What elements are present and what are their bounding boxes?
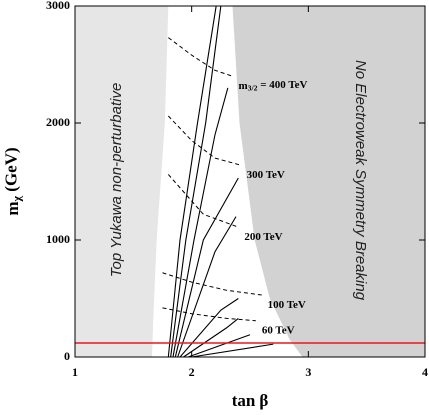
contour-label-main: 300 TeV	[247, 169, 285, 181]
region	[75, 6, 169, 357]
y-axis-title-sub: χ	[9, 195, 23, 202]
contour-line	[167, 174, 239, 228]
contour-label: 100 TeV	[268, 299, 306, 311]
x-tick-label: 2	[189, 365, 195, 379]
line	[170, 5, 222, 358]
contour-label-main: 100 TeV	[268, 299, 306, 311]
y-tick-label: 1000	[46, 232, 70, 246]
contour-label-main: 60 TeV	[262, 324, 295, 336]
line	[179, 298, 239, 358]
y-tick-label: 3000	[46, 0, 70, 12]
x-axis-title-rest: β	[259, 391, 268, 410]
contour-label-sub: 3/2	[248, 83, 258, 92]
line	[174, 177, 239, 358]
y-axis-title-rest: (GeV)	[1, 147, 20, 196]
plot-frame	[74, 5, 426, 358]
y-axis-title: mχ (GeV)	[1, 147, 23, 215]
contour-label-rest: = 400 TeV	[258, 79, 308, 91]
line	[183, 317, 239, 358]
contour-label-main: m	[239, 80, 248, 92]
y-tick-label: 0	[64, 349, 70, 363]
y-axis-title-main: m	[3, 201, 22, 215]
contour-line	[162, 272, 262, 296]
x-tick-label: 1	[72, 365, 78, 379]
contour-label-main: 200 TeV	[244, 231, 282, 243]
region	[232, 6, 425, 357]
contour-line	[168, 37, 233, 77]
line	[167, 5, 217, 358]
line	[177, 216, 237, 358]
contour-line	[162, 307, 256, 322]
line	[172, 87, 229, 358]
region-label: Top Yukawa non-perturbative	[108, 83, 125, 278]
x-axis-title-main: tan	[232, 391, 256, 410]
line	[191, 343, 274, 358]
y-tick-label: 2000	[46, 115, 70, 129]
contour-label: m3/2 = 400 TeV	[239, 79, 308, 93]
contour-label: 300 TeV	[247, 169, 285, 181]
x-tick-label: 4	[422, 365, 428, 379]
x-axis-title: tan β	[232, 391, 269, 410]
contour-label: 200 TeV	[244, 231, 282, 243]
line	[187, 334, 251, 358]
x-tick-label: 3	[305, 365, 311, 379]
contour-label: 60 TeV	[262, 324, 295, 336]
region-label: No Electroweak Symmetry Breaking	[352, 60, 369, 301]
contour-line	[167, 115, 241, 166]
